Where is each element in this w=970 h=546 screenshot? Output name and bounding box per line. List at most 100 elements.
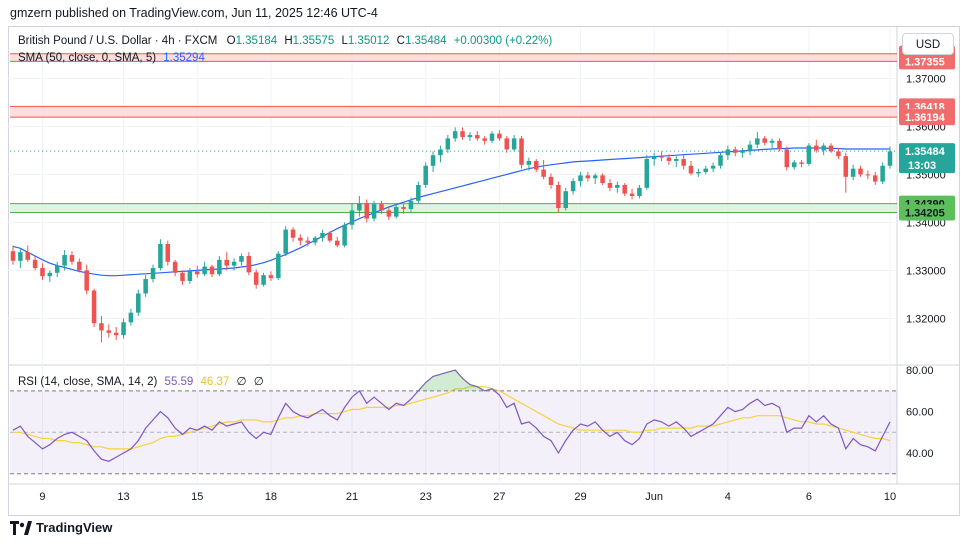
candle xyxy=(872,172,878,185)
publisher-header: gmzern published on TradingView.com, Jun… xyxy=(10,6,378,20)
candle xyxy=(416,181,421,204)
candle-body xyxy=(84,270,89,291)
candle xyxy=(710,162,716,172)
sma-label: SMA (50, close, 0, SMA, 5) xyxy=(18,52,157,64)
candle xyxy=(10,245,16,265)
candle-body xyxy=(880,165,885,182)
tag-s1b-bg xyxy=(899,204,955,221)
candle xyxy=(408,197,414,212)
candle xyxy=(769,138,775,148)
brand-name: TradingView xyxy=(36,520,113,535)
candle xyxy=(312,235,318,246)
rsi-label: RSI (14, close, SMA, 14, 2) xyxy=(18,376,158,388)
candle-body xyxy=(438,149,443,156)
candle xyxy=(106,324,112,338)
candle-body xyxy=(541,169,546,177)
price-axis: 1.370001.360001.350001.340001.330001.320… xyxy=(906,73,946,460)
candle xyxy=(799,160,804,168)
candle xyxy=(386,207,392,220)
candle xyxy=(475,131,480,141)
candle-body xyxy=(239,256,244,262)
candle xyxy=(482,136,487,145)
candle xyxy=(887,146,893,169)
candle-body xyxy=(276,253,281,279)
rsi-empty-2: ∅ xyxy=(253,376,264,388)
chart-frame[interactable] xyxy=(8,26,960,516)
candle xyxy=(659,151,664,161)
tag-last-price-bg xyxy=(899,143,955,174)
low-value: 1.35012 xyxy=(347,35,390,47)
candle xyxy=(113,327,119,340)
symbol-legend[interactable]: British Pound / U.S. Dollar · 4h · FXCM … xyxy=(18,35,552,47)
candle-body xyxy=(497,133,502,139)
candle-body xyxy=(62,255,67,266)
tag-r2b-text: 1.36194 xyxy=(905,112,946,124)
candle-body xyxy=(99,323,104,331)
candle-body xyxy=(342,224,347,246)
candle-body xyxy=(637,187,642,196)
candle-body xyxy=(563,191,568,208)
candle-body xyxy=(150,268,156,280)
candle xyxy=(393,203,399,219)
candle-body xyxy=(755,138,760,145)
tradingview-logo-icon xyxy=(10,520,32,535)
candle-body xyxy=(312,237,318,243)
candle-body xyxy=(806,145,812,164)
time-tick-label: 15 xyxy=(191,491,203,503)
candle xyxy=(814,139,819,153)
candle xyxy=(688,160,694,176)
candle-body xyxy=(224,259,229,266)
time-tick-label: 4 xyxy=(725,491,731,503)
rsi-legend[interactable]: RSI (14, close, SMA, 14, 2) 55.59 46.37 … xyxy=(18,374,264,388)
candle xyxy=(858,165,863,177)
candle xyxy=(342,222,347,248)
candle-body xyxy=(32,259,38,268)
tag-r2b: 1.36194 xyxy=(899,109,955,126)
candle xyxy=(821,143,826,156)
candle-body xyxy=(268,275,274,279)
candle xyxy=(850,164,856,181)
candle xyxy=(62,250,67,271)
candle xyxy=(357,196,362,217)
candle xyxy=(335,236,340,248)
rsi-tick-label: 60.00 xyxy=(906,407,934,419)
sma-legend[interactable]: SMA (50, close, 0, SMA, 5) 1.35294 xyxy=(18,52,205,64)
candle xyxy=(283,226,288,256)
candle xyxy=(231,258,237,271)
time-tick-label: 23 xyxy=(420,491,432,503)
candle xyxy=(25,245,31,262)
rsi-pane xyxy=(10,369,897,475)
candle xyxy=(578,172,583,187)
candle-body xyxy=(379,204,384,211)
candle xyxy=(290,227,296,242)
candle-body xyxy=(872,175,878,182)
candle xyxy=(843,152,849,193)
candle xyxy=(445,135,451,153)
candle-body xyxy=(526,160,532,165)
price-tick-label: 1.37000 xyxy=(906,73,946,85)
candle xyxy=(150,264,156,283)
currency-button[interactable]: USD xyxy=(902,33,954,55)
candle-body xyxy=(158,244,163,268)
candle-body xyxy=(320,232,325,238)
candle xyxy=(755,132,760,148)
high-value: 1.35575 xyxy=(292,35,335,47)
candle-body xyxy=(696,172,701,174)
change-value: +0.00300 (+0.22%) xyxy=(453,35,553,47)
candle-body xyxy=(475,135,480,139)
candle-body xyxy=(393,207,399,217)
resistance-zone xyxy=(10,106,897,118)
candle-body xyxy=(674,159,679,161)
candle-body xyxy=(718,155,723,166)
candle-body xyxy=(298,237,303,241)
footer-brand[interactable]: TradingView xyxy=(10,520,112,535)
candle-body xyxy=(371,204,377,219)
candle-body xyxy=(784,149,790,168)
candle-body xyxy=(504,138,510,150)
candle-body xyxy=(482,138,487,141)
tag-s1b-text: 1.34205 xyxy=(905,208,945,220)
candle xyxy=(379,200,384,214)
candle-body xyxy=(217,259,222,275)
candle-body xyxy=(357,203,362,211)
